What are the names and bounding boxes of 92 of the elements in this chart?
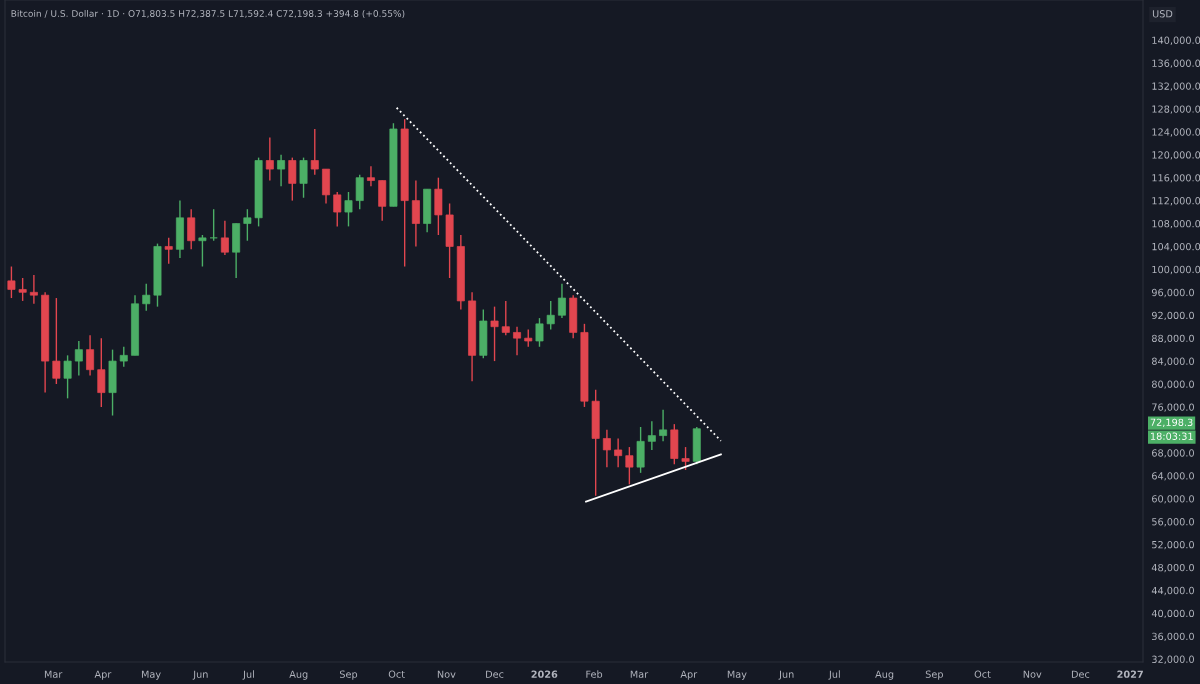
candlestick: [310, 128, 319, 176]
candlestick: [647, 420, 656, 451]
candlestick: [220, 219, 229, 256]
y-tick-label: 116,000.0: [1152, 174, 1200, 183]
candlestick: [299, 156, 308, 199]
candlestick: [119, 346, 128, 368]
candlestick: [344, 191, 353, 228]
x-tick-label: Aug: [875, 670, 894, 680]
x-tick-label: Sep: [339, 670, 358, 680]
y-tick-label: 80,000.0: [1151, 380, 1194, 389]
y-tick-label: 36,000.0: [1152, 632, 1194, 642]
candlestick: [535, 317, 544, 348]
candlestick: [355, 174, 364, 210]
x-tick-label: May: [141, 670, 161, 680]
candlestick: [490, 305, 499, 362]
text: Bitcoin / U.S. Dollar · 1D · O71,803.5 H72,387.5 L71,592.4 C72,198.3 +394.8 (+0.55%): [11, 9, 405, 18]
text: 72,198.3: [1150, 418, 1193, 427]
candlestick: [198, 234, 207, 268]
candlestick: [187, 208, 196, 251]
candlestick: [288, 156, 297, 202]
x-tick-label: Nov: [1023, 670, 1042, 678]
candlestick: [558, 283, 566, 319]
y-tick-label: 32,000.0: [1152, 655, 1194, 664]
x-tick-label: Sep: [925, 670, 943, 680]
candlestick: [209, 208, 218, 242]
candlestick: [164, 237, 173, 265]
text: USD: [1152, 10, 1173, 18]
candlestick: [602, 429, 611, 468]
y-tick-label: 76,000.0: [1152, 403, 1194, 412]
candlestick: [97, 337, 106, 408]
candlestick: [659, 409, 668, 443]
y-tick-label: 88,000.0: [1151, 334, 1194, 343]
x-tick-label: Dec: [1071, 670, 1090, 678]
x-tick-label: Oct: [974, 670, 991, 678]
y-tick-label: 124,000.0: [1152, 128, 1200, 137]
candlestick: [277, 154, 286, 187]
candlestick: [7, 265, 16, 299]
candlestick: [265, 136, 274, 182]
candlestick: [18, 277, 27, 302]
x-tick-label: Dec: [486, 670, 504, 678]
candlestick: [142, 283, 151, 312]
y-tick-label: 52,000.0: [1152, 540, 1194, 550]
x-tick-label: Mar: [630, 670, 649, 678]
y-tick-label: 100,000.0: [1152, 265, 1200, 275]
y-tick-label: 44,000.0: [1151, 586, 1194, 596]
y-tick-label: 104,000.0: [1152, 242, 1200, 252]
y-tick-label: 136,000.0: [1152, 59, 1200, 68]
x-tick-label: Jun: [778, 670, 794, 680]
candlestick: [63, 354, 72, 400]
text: 18:03:31: [1151, 432, 1193, 440]
candlestick: [501, 300, 510, 336]
candlestick: [74, 340, 83, 377]
y-tick-label: 60,000.0: [1152, 495, 1194, 504]
candlestick: [546, 300, 555, 331]
y-tick-label: 112,000.0: [1152, 197, 1200, 206]
x-tick-label: Aug: [289, 670, 308, 680]
y-tick-label: 132,000.0: [1152, 82, 1200, 91]
y-tick-label: 40,000.0: [1151, 609, 1194, 619]
x-tick-label: Jul: [828, 670, 840, 680]
candlestick: [86, 334, 95, 377]
candlestick: [333, 191, 342, 228]
candlestick: [29, 274, 38, 305]
y-tick-label: 48,000.0: [1151, 563, 1194, 573]
x-tick-label: Oct: [388, 670, 405, 678]
candlestick: [367, 165, 375, 187]
y-tick-label: 68,000.0: [1152, 449, 1194, 458]
x-tick-label: Jul: [242, 670, 254, 680]
candlestick: [614, 437, 623, 468]
y-tick-label: 108,000.0: [1152, 220, 1200, 229]
candlestick: [681, 446, 690, 471]
x-tick-label: May: [727, 670, 747, 680]
x-tick-label: Jun: [192, 670, 208, 680]
x-tick-label: 2027: [1117, 670, 1143, 678]
y-tick-label: 140,000.0: [1152, 36, 1200, 45]
y-tick-label: 96,000.0: [1151, 288, 1194, 298]
x-tick-label: Mar: [44, 670, 63, 678]
candlestick: [411, 179, 420, 248]
candlestick: [513, 326, 521, 357]
y-tick-label: 120,000.0: [1152, 151, 1200, 160]
y-tick-label: 64,000.0: [1152, 472, 1194, 481]
candlestick: [52, 297, 61, 385]
candlestick: [243, 208, 252, 242]
x-tick-label: Feb: [586, 670, 603, 678]
y-tick-label: 92,000.0: [1151, 311, 1194, 321]
y-tick-label: 128,000.0: [1152, 105, 1200, 114]
y-tick-label: 56,000.0: [1152, 518, 1194, 527]
y-tick-label: 84,000.0: [1151, 357, 1194, 366]
candlestick: [625, 446, 634, 486]
x-tick-label: Apr: [680, 670, 698, 680]
x-tick-label: 2026: [531, 670, 558, 678]
x-tick-label: Nov: [437, 670, 456, 678]
x-tick-label: Apr: [94, 670, 112, 680]
